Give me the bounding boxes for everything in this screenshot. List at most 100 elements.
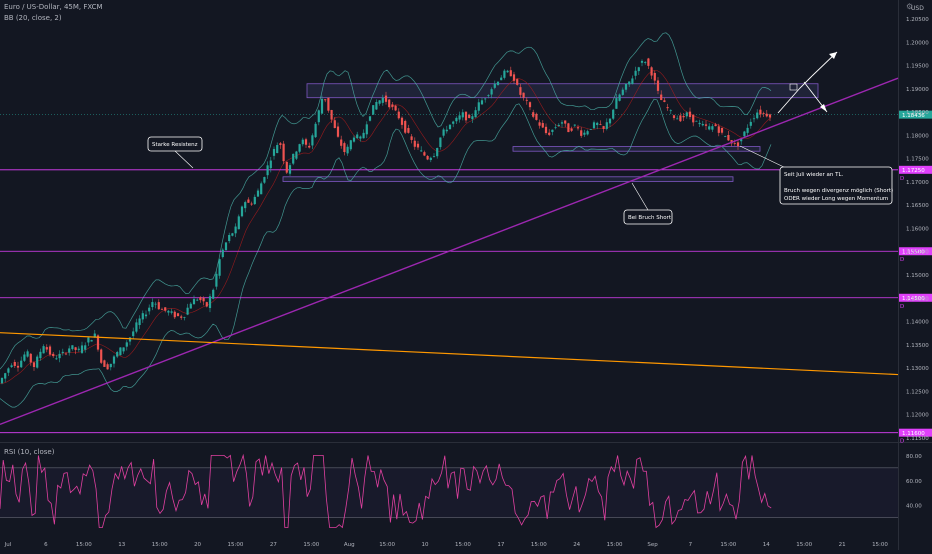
candle-body[interactable] [669, 110, 672, 112]
candle-body[interactable] [708, 126, 711, 130]
candle-body[interactable] [471, 116, 474, 120]
candle-body[interactable] [183, 317, 186, 318]
candle-body[interactable] [701, 123, 704, 126]
candle-body[interactable] [509, 70, 512, 77]
candle-body[interactable] [215, 273, 218, 287]
candle-body[interactable] [458, 115, 461, 120]
candle-body[interactable] [170, 311, 173, 313]
candle-body[interactable] [228, 234, 231, 242]
candle-body[interactable] [173, 311, 176, 318]
candle-body[interactable] [167, 310, 170, 313]
candle-body[interactable] [16, 365, 20, 368]
candle-body[interactable] [736, 142, 740, 147]
candle-body[interactable] [314, 123, 317, 138]
candle-body[interactable] [615, 98, 618, 109]
candle-body[interactable] [426, 155, 429, 160]
candle-body[interactable] [548, 132, 551, 135]
rising-trendline[interactable] [0, 77, 899, 425]
candle-body[interactable] [656, 80, 660, 91]
candle-body[interactable] [52, 353, 55, 357]
candle-body[interactable] [256, 190, 260, 197]
candle-body[interactable] [455, 117, 458, 122]
candle-body[interactable] [58, 353, 61, 359]
candle-body[interactable] [311, 135, 314, 146]
candle-body[interactable] [324, 99, 327, 101]
candle-body[interactable] [45, 347, 48, 350]
candle-body[interactable] [381, 97, 384, 103]
candle-body[interactable] [23, 354, 26, 361]
candle-body[interactable] [237, 216, 240, 230]
candle-body[interactable] [631, 78, 634, 85]
candle-body[interactable] [301, 139, 304, 145]
candle-body[interactable] [512, 74, 516, 81]
candle-body[interactable] [55, 358, 58, 360]
candle-body[interactable] [122, 347, 125, 352]
candle-body[interactable] [378, 100, 381, 104]
candle-body[interactable] [397, 111, 400, 119]
candle-body[interactable] [423, 152, 426, 156]
candle-body[interactable] [221, 249, 224, 258]
candle-body[interactable] [474, 110, 477, 118]
candle-body[interactable] [74, 347, 77, 350]
candle-body[interactable] [250, 203, 253, 205]
candle-body[interactable] [144, 314, 148, 317]
candle-body[interactable] [621, 89, 624, 95]
candle-body[interactable] [567, 123, 570, 133]
candle-body[interactable] [436, 147, 439, 157]
candle-body[interactable] [32, 362, 36, 367]
candle-body[interactable] [84, 345, 87, 350]
candle-body[interactable] [420, 150, 423, 152]
candle-body[interactable] [218, 259, 221, 276]
falling-trendline[interactable] [0, 332, 899, 376]
candle-body[interactable] [26, 351, 29, 357]
candle-body[interactable] [279, 143, 282, 145]
candle-body[interactable] [586, 131, 589, 135]
candle-body[interactable] [148, 307, 151, 312]
candle-body[interactable] [432, 156, 436, 157]
candle-body[interactable] [260, 183, 263, 195]
candle-body[interactable] [96, 335, 100, 350]
candle-body[interactable] [157, 302, 160, 310]
candle-body[interactable] [413, 140, 416, 147]
candle-body[interactable] [394, 105, 397, 111]
candle-body[interactable] [292, 153, 295, 164]
candle-body[interactable] [135, 322, 138, 332]
candles[interactable] [0, 57, 772, 385]
candle-body[interactable] [688, 111, 692, 117]
candle-body[interactable] [439, 137, 442, 148]
candle-body[interactable] [0, 377, 4, 384]
candle-body[interactable] [116, 352, 119, 357]
candle-body[interactable] [733, 143, 736, 144]
candle-body[interactable] [650, 67, 653, 76]
candle-body[interactable] [490, 89, 493, 95]
candle-body[interactable] [660, 94, 663, 101]
candle-body[interactable] [189, 303, 192, 309]
candle-body[interactable] [164, 307, 167, 311]
candle-body[interactable] [48, 346, 52, 355]
candle-body[interactable] [224, 242, 228, 250]
candle-body[interactable] [151, 302, 154, 308]
candle-body[interactable] [13, 362, 16, 366]
candle-body[interactable] [618, 94, 621, 101]
candle-body[interactable] [80, 345, 84, 353]
candle-body[interactable] [416, 143, 420, 148]
candle-body[interactable] [599, 124, 602, 126]
candle-body[interactable] [29, 353, 32, 363]
candle-body[interactable] [695, 120, 698, 122]
candle-body[interactable] [272, 148, 276, 156]
candle-body[interactable] [266, 165, 269, 176]
candle-body[interactable] [628, 81, 631, 85]
candle-body[interactable] [554, 127, 557, 129]
candle-body[interactable] [4, 373, 7, 379]
candle-body[interactable] [333, 120, 336, 128]
candle-body[interactable] [282, 143, 285, 162]
candle-body[interactable] [765, 113, 768, 117]
candle-body[interactable] [141, 313, 144, 320]
candle-body[interactable] [445, 129, 448, 132]
candle-body[interactable] [199, 297, 202, 301]
candle-body[interactable] [138, 318, 141, 326]
candle-body[interactable] [429, 157, 432, 161]
candle-body[interactable] [196, 299, 199, 301]
candle-body[interactable] [391, 104, 394, 107]
candle-body[interactable] [756, 112, 759, 119]
